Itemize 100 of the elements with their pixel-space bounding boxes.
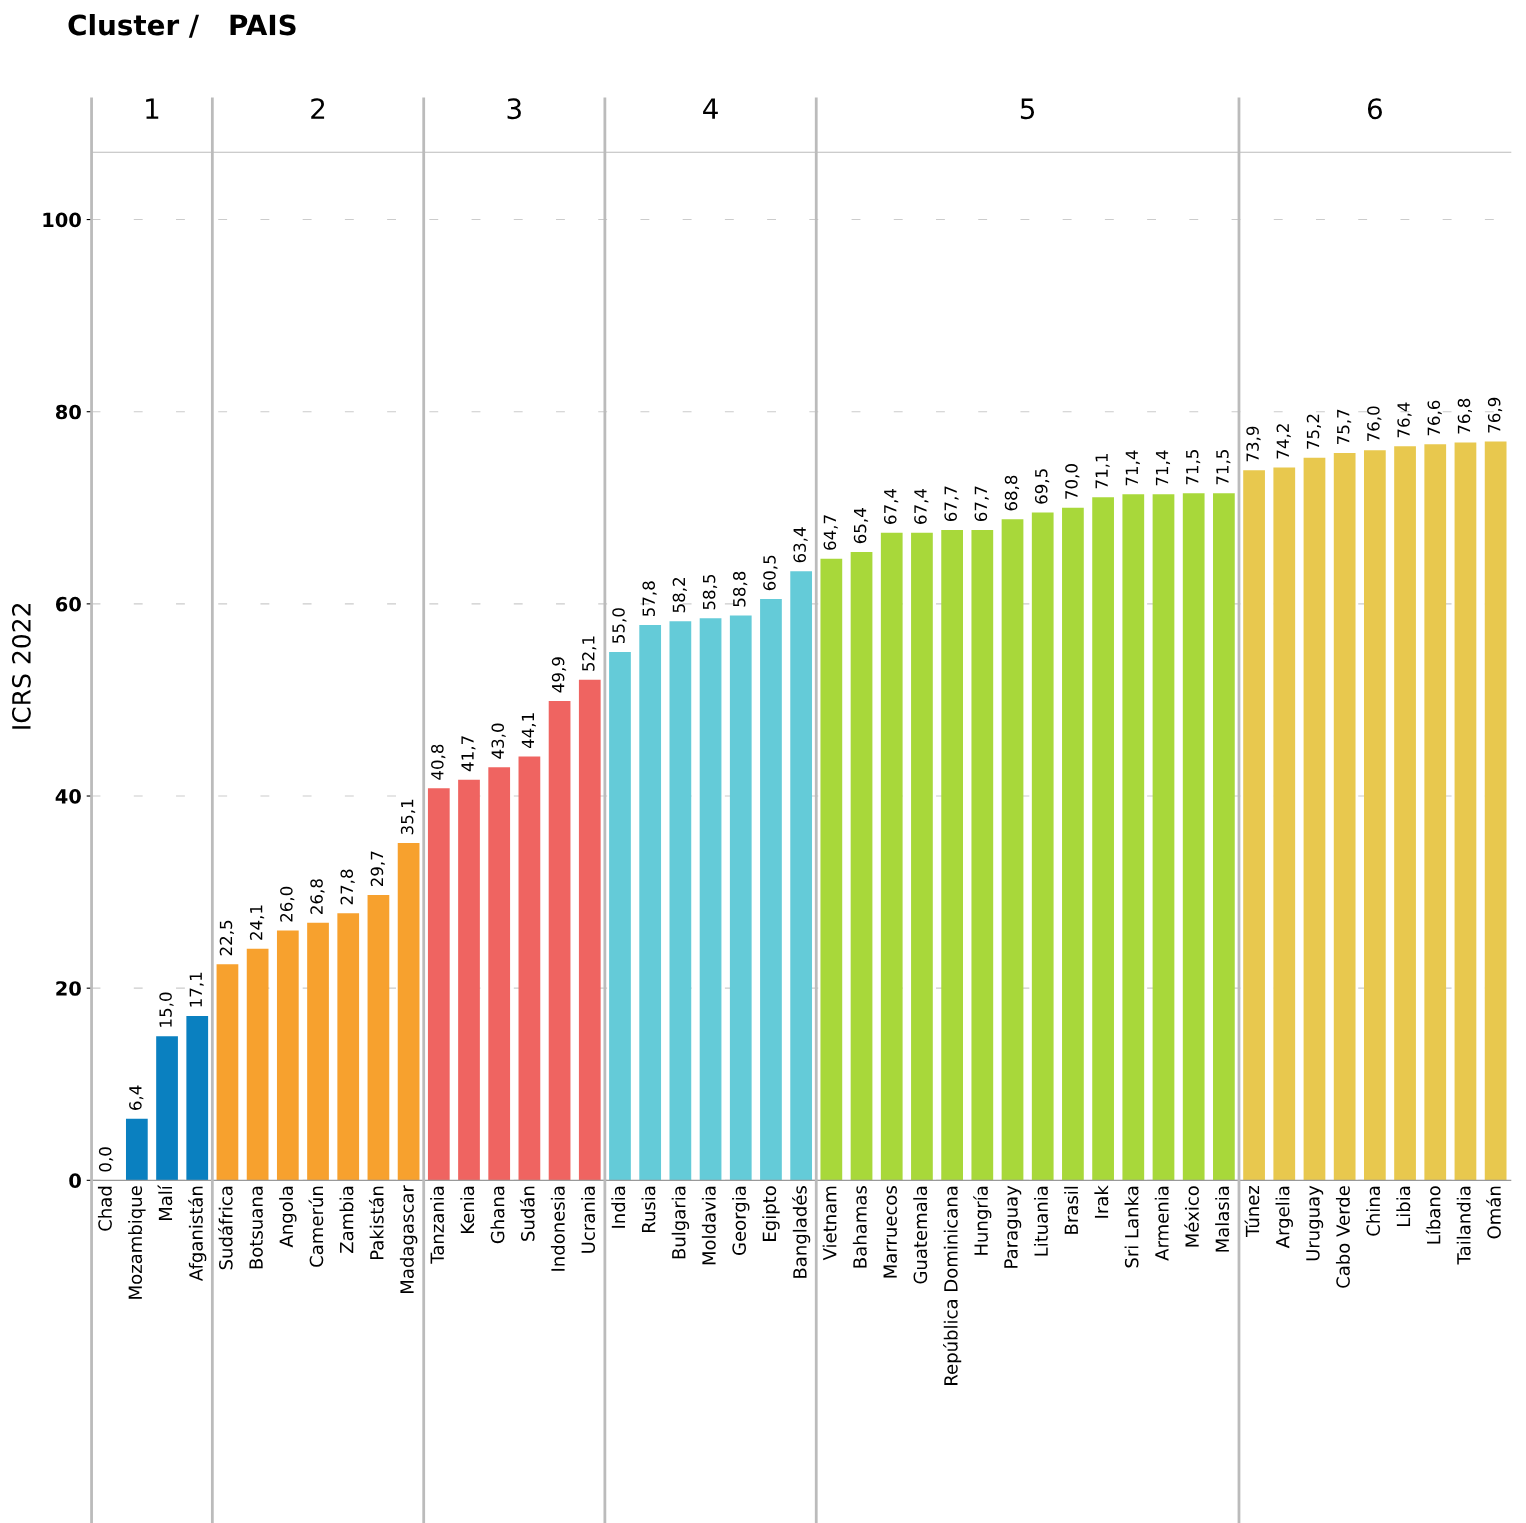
bar [820, 558, 843, 1181]
x-tick-label: Cabo Verde [1335, 1186, 1350, 1288]
text: 4 [703, 98, 718, 119]
bar [216, 964, 239, 1181]
bar [1152, 494, 1175, 1181]
data-label: 63,4 [793, 527, 808, 563]
data-label: 58,5 [702, 574, 718, 610]
bar [850, 551, 873, 1181]
x-tick-label: Armenia [1154, 1186, 1169, 1261]
data-label: 73,9 [1246, 426, 1261, 462]
bar [729, 615, 752, 1181]
bar [1001, 519, 1024, 1181]
data-label: 67,7 [974, 486, 989, 522]
data-label: 75,7 [1337, 409, 1352, 444]
data-label: 76,0 [1367, 406, 1382, 442]
data-label: 71,5 [1186, 450, 1201, 485]
chart-title: Cluster / PAIS [68, 13, 296, 38]
data-label: 71,1 [1095, 453, 1110, 489]
data-label: 67,7 [944, 486, 959, 522]
x-tick-label: República Dominicana [943, 1186, 962, 1385]
bar [1062, 507, 1084, 1181]
data-label: 58,8 [732, 571, 748, 607]
x-tick-label: México [1184, 1186, 1199, 1247]
bar [246, 948, 269, 1181]
x-tick-label: Georgia [732, 1186, 750, 1255]
x-tick-label: Mozambique [128, 1186, 146, 1299]
data-label: 71,5 [1216, 450, 1231, 485]
data-label: 40,8 [431, 744, 446, 780]
bar [1031, 512, 1054, 1181]
x-tick-label: Lituania [1033, 1186, 1048, 1256]
data-label: 58,2 [672, 578, 687, 613]
x-tick-label: Sri Lanka [1124, 1186, 1139, 1268]
data-label: 76,8 [1457, 398, 1472, 434]
text: 6 [1367, 98, 1382, 120]
x-tick-label: Chad [97, 1186, 112, 1231]
x-tick-label: Paraguay [1004, 1185, 1022, 1268]
bar [1454, 442, 1477, 1181]
x-tick-label: Ghana [490, 1186, 505, 1244]
x-tick-label: Zambia [339, 1186, 354, 1253]
data-label: 43,0 [491, 723, 506, 759]
bar [941, 529, 963, 1181]
text: 1 [146, 98, 159, 119]
x-tick-label: Tanzania [430, 1186, 445, 1264]
x-tick-label: Hungría [973, 1186, 992, 1255]
x-tick-label: Libia [1396, 1186, 1411, 1227]
data-label: 60,5 [763, 555, 778, 591]
data-label: 55,0 [612, 608, 627, 643]
bar [1333, 453, 1356, 1181]
bar [880, 532, 903, 1181]
data-label: 75,2 [1306, 414, 1322, 449]
bar [1243, 470, 1265, 1181]
x-tick-label: China [1366, 1186, 1381, 1236]
bar [971, 529, 994, 1181]
x-tick-label: Líbano [1425, 1186, 1441, 1244]
x-tick-label: Kenia [460, 1186, 475, 1233]
data-label: 68,8 [1004, 475, 1020, 511]
bar [367, 894, 390, 1181]
bar [911, 532, 933, 1181]
data-label: 27,8 [340, 869, 355, 905]
x-tick-label: Omán [1486, 1186, 1501, 1239]
data-label: 65,4 [853, 508, 869, 544]
data-label: 17,1 [189, 972, 204, 1007]
data-label: 76,4 [1397, 402, 1412, 438]
data-label: 0,0 [98, 1147, 114, 1172]
data-label: 41,7 [461, 736, 476, 772]
data-label: 26,0 [280, 886, 295, 922]
bar [1273, 467, 1296, 1181]
bar [397, 843, 420, 1181]
bar [1363, 450, 1386, 1181]
data-label: 24,1 [249, 905, 265, 940]
bar [699, 618, 722, 1181]
bar [1182, 493, 1205, 1181]
data-label: 71,4 [1155, 450, 1171, 486]
x-tick-label: Bangladés [792, 1186, 811, 1278]
bar [1484, 441, 1507, 1181]
data-label: 74,2 [1276, 424, 1291, 459]
x-tick-label: Bahamas [852, 1186, 867, 1268]
x-tick-label: Túnez [1244, 1185, 1260, 1238]
data-label: 64,7 [823, 515, 838, 550]
x-tick-label: India [611, 1186, 626, 1228]
bar [125, 1118, 148, 1181]
bar [790, 571, 813, 1181]
bar [156, 1036, 178, 1181]
bar [1303, 457, 1326, 1181]
x-tick-label: Malí [157, 1184, 173, 1221]
x-tick-label: Botsuana [249, 1186, 263, 1269]
y-tick-label: 0 [69, 1173, 81, 1188]
text: 2 [311, 98, 325, 119]
x-tick-label: Marruecos [883, 1186, 897, 1278]
data-label: 26,8 [310, 879, 325, 914]
bar [548, 700, 571, 1181]
x-tick-label: Tailandia [1456, 1186, 1471, 1265]
x-tick-label: Rusia [641, 1186, 656, 1233]
x-tick-label: Indonesia [550, 1186, 565, 1271]
bar [1424, 444, 1447, 1181]
y-tick-label: 80 [55, 404, 81, 420]
bar [639, 625, 662, 1181]
x-tick-label: Uruguay [1306, 1185, 1324, 1261]
data-label: 70,0 [1065, 464, 1080, 499]
data-label: 71,4 [1125, 450, 1140, 486]
